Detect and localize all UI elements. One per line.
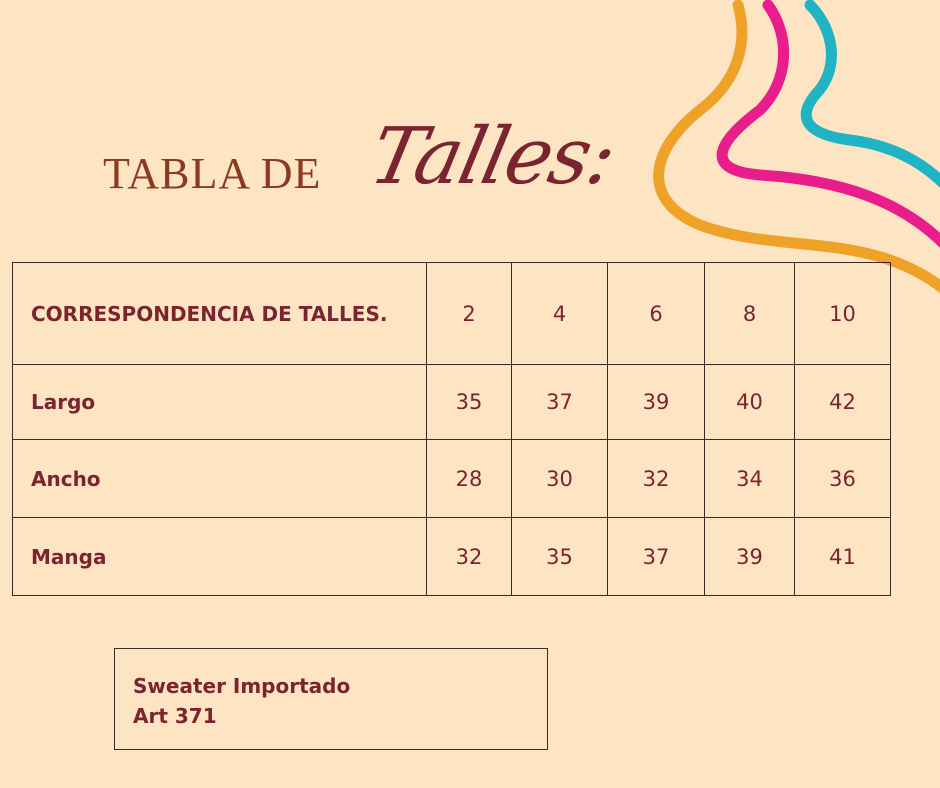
size-header: 8 — [704, 262, 795, 365]
table-cell: 36 — [794, 439, 891, 518]
product-article: Art 371 — [133, 704, 217, 728]
pink-swirl — [716, 0, 940, 248]
header-label: CORRESPONDENCIA DE TALLES. — [12, 262, 427, 365]
table-cell: 30 — [511, 439, 608, 518]
table-cell: 32 — [607, 439, 705, 518]
size-header: 4 — [511, 262, 608, 365]
table-header-row: CORRESPONDENCIA DE TALLES. 2 4 6 8 10 — [12, 262, 891, 365]
table-cell: 34 — [704, 439, 795, 518]
table-row: Ancho 28 30 32 34 36 — [12, 439, 891, 518]
product-note: Sweater Importado Art 371 — [114, 648, 548, 750]
title-prefix: TABLA DE — [103, 149, 322, 198]
table-cell: 28 — [426, 439, 512, 518]
row-label: Manga — [12, 517, 427, 596]
table-cell: 35 — [426, 364, 512, 440]
row-label: Largo — [12, 364, 427, 440]
size-header: 2 — [426, 262, 512, 365]
table-row: Largo 35 37 39 40 42 — [12, 364, 891, 440]
table-row: Manga 32 35 37 39 41 — [12, 517, 891, 596]
size-table: CORRESPONDENCIA DE TALLES. 2 4 6 8 10 La… — [12, 262, 891, 596]
size-header: 6 — [607, 262, 705, 365]
table-cell: 41 — [794, 517, 891, 596]
table-cell: 39 — [607, 364, 705, 440]
orange-swirl — [653, 0, 940, 294]
table-cell: 37 — [607, 517, 705, 596]
table-cell: 40 — [704, 364, 795, 440]
teal-swirl — [800, 0, 940, 188]
size-header: 10 — [794, 262, 891, 365]
product-name: Sweater Importado — [133, 674, 351, 698]
title-script: Talles: — [362, 112, 623, 202]
table-cell: 32 — [426, 517, 512, 596]
table-cell: 35 — [511, 517, 608, 596]
table-cell: 39 — [704, 517, 795, 596]
row-label: Ancho — [12, 439, 427, 518]
table-cell: 42 — [794, 364, 891, 440]
table-cell: 37 — [511, 364, 608, 440]
